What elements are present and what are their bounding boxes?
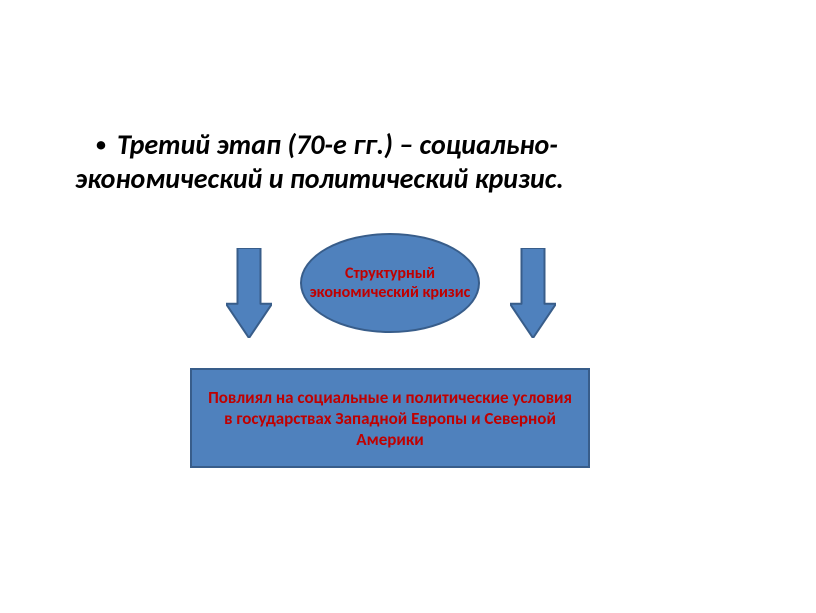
arrow-left-icon — [226, 248, 272, 338]
bullet-line-1: Третий этап (70-е гг.) – социально- — [117, 128, 558, 162]
ellipse-text: Структурный экономический кризис — [302, 264, 478, 302]
arrow-right-icon — [510, 248, 556, 338]
bullet-dot: • — [95, 128, 107, 162]
rect-text: Повлиял на социальные и политические усл… — [192, 387, 588, 450]
ellipse-crisis: Структурный экономический кризис — [300, 233, 480, 333]
title-bullet-block: • Третий этап (70-е гг.) – социально- эк… — [95, 128, 735, 196]
bullet-line-2: экономический и политический кризис. — [75, 162, 735, 196]
rect-impact: Повлиял на социальные и политические усл… — [190, 368, 590, 468]
bullet-row: • Третий этап (70-е гг.) – социально- — [95, 128, 735, 162]
